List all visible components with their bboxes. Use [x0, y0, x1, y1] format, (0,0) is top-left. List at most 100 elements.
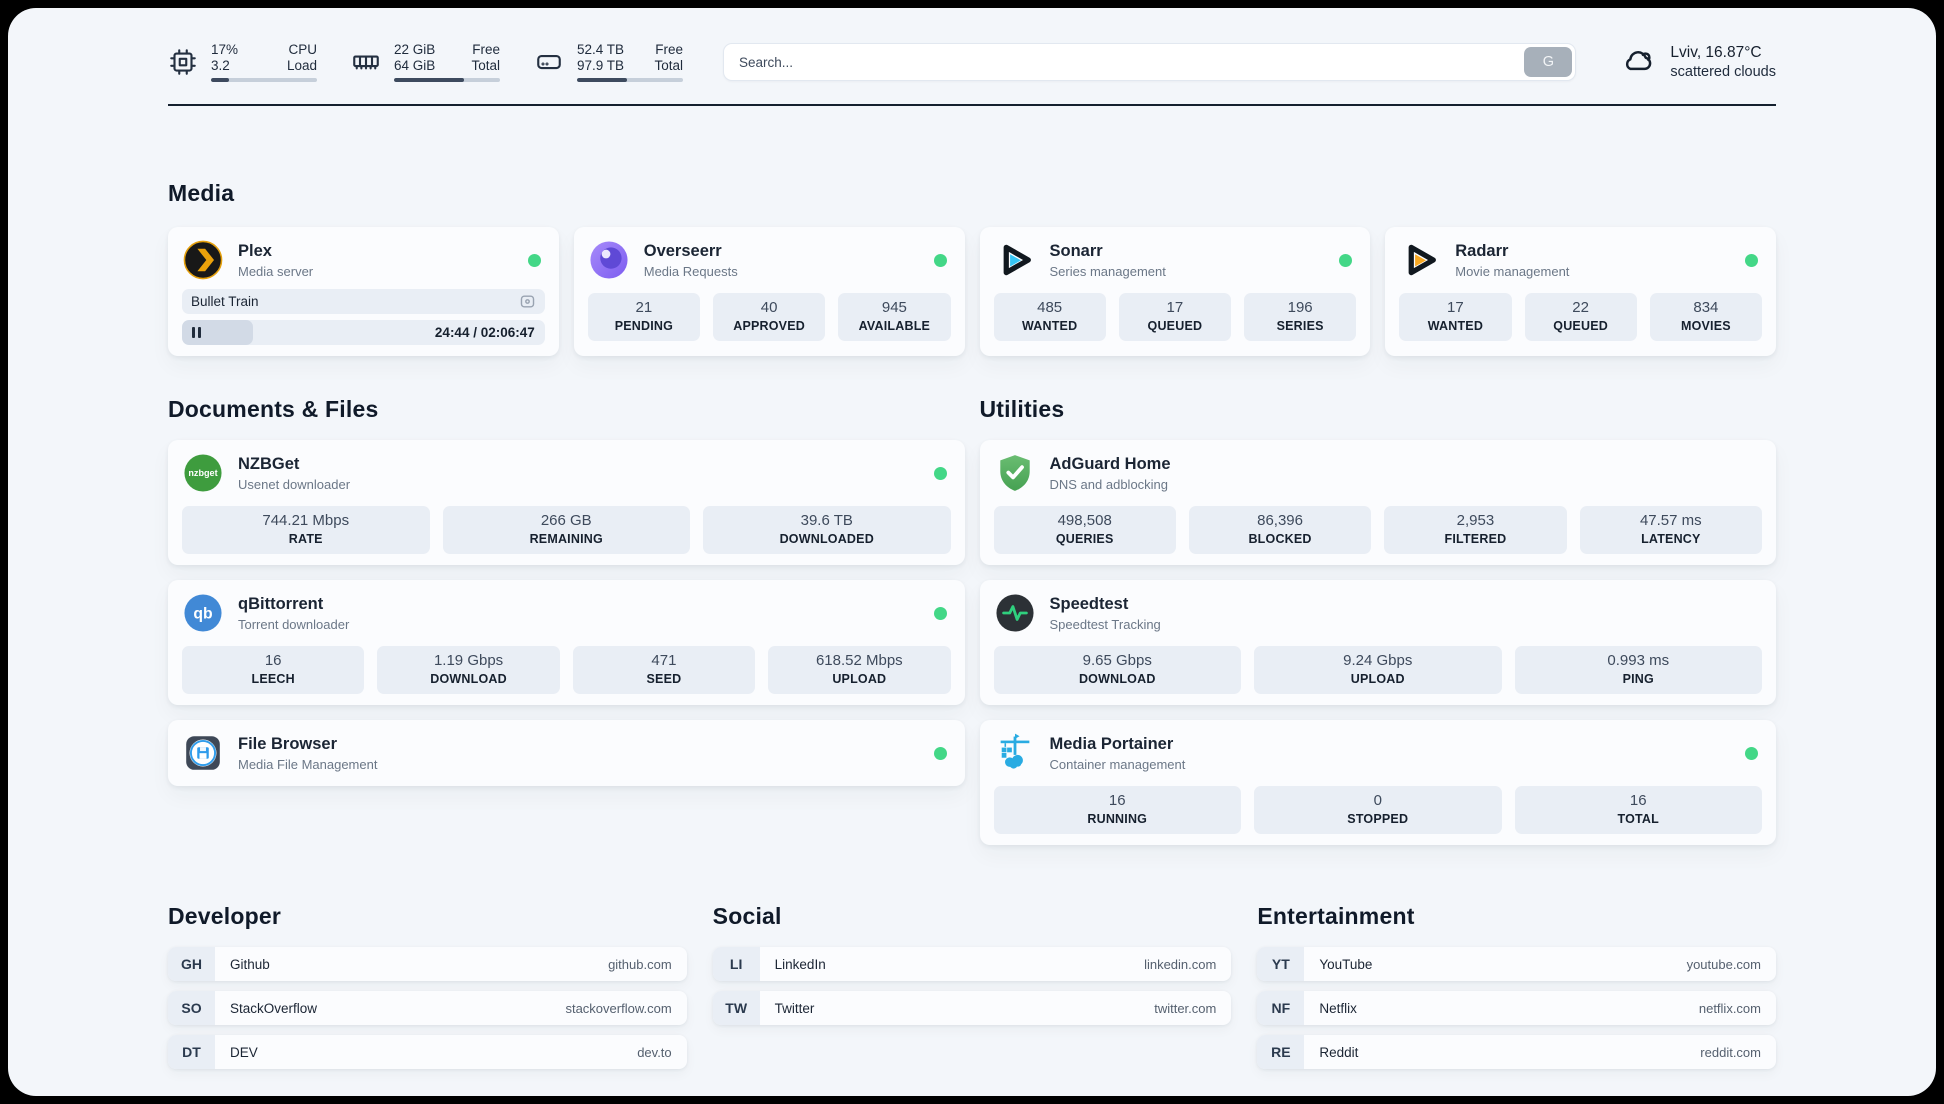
app-title: Plex — [238, 241, 272, 260]
disk-free-label: Free — [655, 42, 683, 57]
stat-pill: 266 GB REMAINING — [442, 506, 690, 554]
memory-progress-track — [394, 78, 500, 82]
link-badge: GH — [168, 947, 215, 981]
link-label: Reddit — [1319, 1044, 1359, 1060]
app-title: qBittorrent — [238, 594, 324, 613]
nzbget-icon: nzbget — [182, 452, 224, 494]
app-card-radarr[interactable]: Radarr Movie management 17 WANTED 22 QUEUE… — [1385, 227, 1776, 356]
link-dev[interactable]: DT DEV dev.to — [168, 1035, 687, 1069]
stat-pill: 40 APPROVED — [713, 293, 826, 341]
app-card-nzbget[interactable]: nzbget NZBGet Usenet downloader 744.21 M… — [168, 440, 965, 565]
section-title-entertainment: Entertainment — [1257, 903, 1415, 929]
link-url: linkedin.com — [1144, 956, 1217, 972]
memory-free-value: 22 GiB — [394, 42, 436, 57]
documents-column: Documents & Files nzbget — [168, 396, 965, 845]
link-twitter[interactable]: TW Twitter twitter.com — [712, 991, 1232, 1025]
disk-metric: 52.4 TB Free 97.9 TB Total — [534, 42, 683, 82]
portainer-icon — [994, 732, 1036, 774]
qbittorrent-icon: qb — [182, 592, 224, 634]
link-label: Netflix — [1319, 1000, 1357, 1016]
section-title-social: Social — [712, 903, 782, 929]
link-badge: YT — [1257, 947, 1305, 981]
disk-progress-track — [577, 78, 683, 82]
entertainment-section: Entertainment YT YouTube youtube.com NF … — [1257, 903, 1776, 1069]
app-card-filebrowser[interactable]: File Browser Media File Management — [168, 720, 965, 786]
app-card-portainer[interactable]: Media Portainer Container management 16 R… — [979, 720, 1776, 845]
section-title-utilities: Utilities — [979, 396, 1065, 422]
status-online-dot — [1339, 253, 1353, 267]
social-section: Social LI LinkedIn linkedin.com TW Twitt… — [712, 903, 1232, 1069]
link-url: stackoverflow.com — [565, 1000, 672, 1016]
app-card-speedtest[interactable]: Speedtest Speedtest Tracking 9.65 Gbps DO… — [979, 580, 1776, 705]
app-card-adguard[interactable]: AdGuard Home DNS and adblocking 498,508 Q… — [979, 440, 1776, 565]
pause-button[interactable] — [192, 327, 201, 338]
now-playing-title: Bullet Train — [191, 294, 259, 309]
weather-location-temp: Lviv, 16.87°C — [1670, 44, 1762, 61]
top-bar: 17% CPU 3.2 Load — [168, 8, 1776, 82]
memory-progress-fill — [394, 78, 464, 82]
link-github[interactable]: GH Github github.com — [168, 947, 687, 981]
search-engine-button[interactable]: G — [1524, 47, 1573, 77]
memory-total-label: Total — [471, 58, 500, 73]
cpu-usage-label: CPU — [288, 42, 317, 57]
link-badge: LI — [712, 947, 760, 981]
cpu-usage-value: 17% — [211, 42, 239, 57]
link-url: github.com — [608, 956, 672, 972]
app-title: Overseerr — [643, 241, 722, 260]
app-card-qbittorrent[interactable]: qb qBittorrent Torrent downloader 16 LEEC… — [168, 580, 965, 705]
svg-text:qb: qb — [193, 606, 212, 623]
app-card-sonarr[interactable]: Sonarr Series management 485 WANTED 17 QUE… — [979, 227, 1371, 356]
link-badge: TW — [712, 991, 760, 1025]
app-subtitle: Torrent downloader — [238, 616, 350, 632]
search-input[interactable] — [727, 54, 1525, 70]
cpu-load-label: Load — [286, 58, 317, 73]
stat-pill: 86,396 BLOCKED — [1188, 506, 1372, 554]
media-grid: Plex Media server Bullet Train — [168, 227, 1776, 356]
status-online-dot — [933, 466, 947, 480]
section-title-developer: Developer — [168, 903, 282, 929]
link-netflix[interactable]: NF Netflix netflix.com — [1257, 991, 1776, 1025]
app-subtitle: Media Requests — [643, 263, 738, 279]
link-linkedin[interactable]: LI LinkedIn linkedin.com — [712, 947, 1232, 981]
app-card-plex[interactable]: Plex Media server Bullet Train — [168, 227, 559, 356]
app-subtitle: Usenet downloader — [238, 476, 351, 492]
disk-total-label: Total — [654, 58, 683, 73]
memory-free-label: Free — [472, 42, 500, 57]
stat-pill: 0.993 ms PING — [1514, 646, 1762, 694]
stat-pill: 22 QUEUED — [1524, 293, 1637, 341]
status-online-dot — [527, 253, 541, 267]
disk-total-value: 97.9 TB — [577, 58, 625, 73]
status-online-dot — [933, 746, 947, 760]
app-title: NZBGet — [238, 454, 300, 473]
status-online-dot — [933, 253, 947, 267]
plex-icon — [182, 239, 224, 281]
link-badge: SO — [168, 991, 215, 1025]
section-title-documents: Documents & Files — [168, 396, 379, 422]
link-stackoverflow[interactable]: SO StackOverflow stackoverflow.com — [168, 991, 687, 1025]
stat-pill: 0 STOPPED — [1254, 786, 1502, 834]
link-youtube[interactable]: YT YouTube youtube.com — [1257, 947, 1776, 981]
ram-icon — [351, 47, 381, 77]
app-title: Media Portainer — [1049, 734, 1174, 753]
cpu-metric: 17% CPU 3.2 Load — [168, 42, 317, 82]
link-reddit[interactable]: RE Reddit reddit.com — [1257, 1035, 1776, 1069]
link-url: youtube.com — [1686, 956, 1761, 972]
app-subtitle: Media File Management — [238, 756, 378, 772]
status-online-dot — [1745, 746, 1758, 760]
stat-pill: 1.19 Gbps DOWNLOAD — [377, 646, 560, 694]
playback-time: 24:44 / 02:06:47 — [434, 325, 535, 340]
app-card-overseerr[interactable]: Overseerr Media Requests 21 PENDING 40 APP… — [573, 227, 965, 356]
svg-text:nzbget: nzbget — [188, 468, 217, 478]
memory-metric: 22 GiB Free 64 GiB Total — [351, 42, 500, 82]
link-badge: RE — [1257, 1035, 1305, 1069]
link-label: DEV — [230, 1044, 258, 1060]
cpu-progress-fill — [211, 78, 230, 82]
stat-pill: 47.57 ms LATENCY — [1579, 506, 1762, 554]
stat-pill: 16 TOTAL — [1514, 786, 1762, 834]
stat-pill: 21 PENDING — [587, 293, 700, 341]
status-online-dot — [1745, 253, 1758, 267]
app-title: File Browser — [238, 734, 338, 753]
disk-free-value: 52.4 TB — [577, 42, 625, 57]
stat-pill: 945 AVAILABLE — [838, 293, 951, 341]
cpu-progress-track — [211, 78, 317, 82]
